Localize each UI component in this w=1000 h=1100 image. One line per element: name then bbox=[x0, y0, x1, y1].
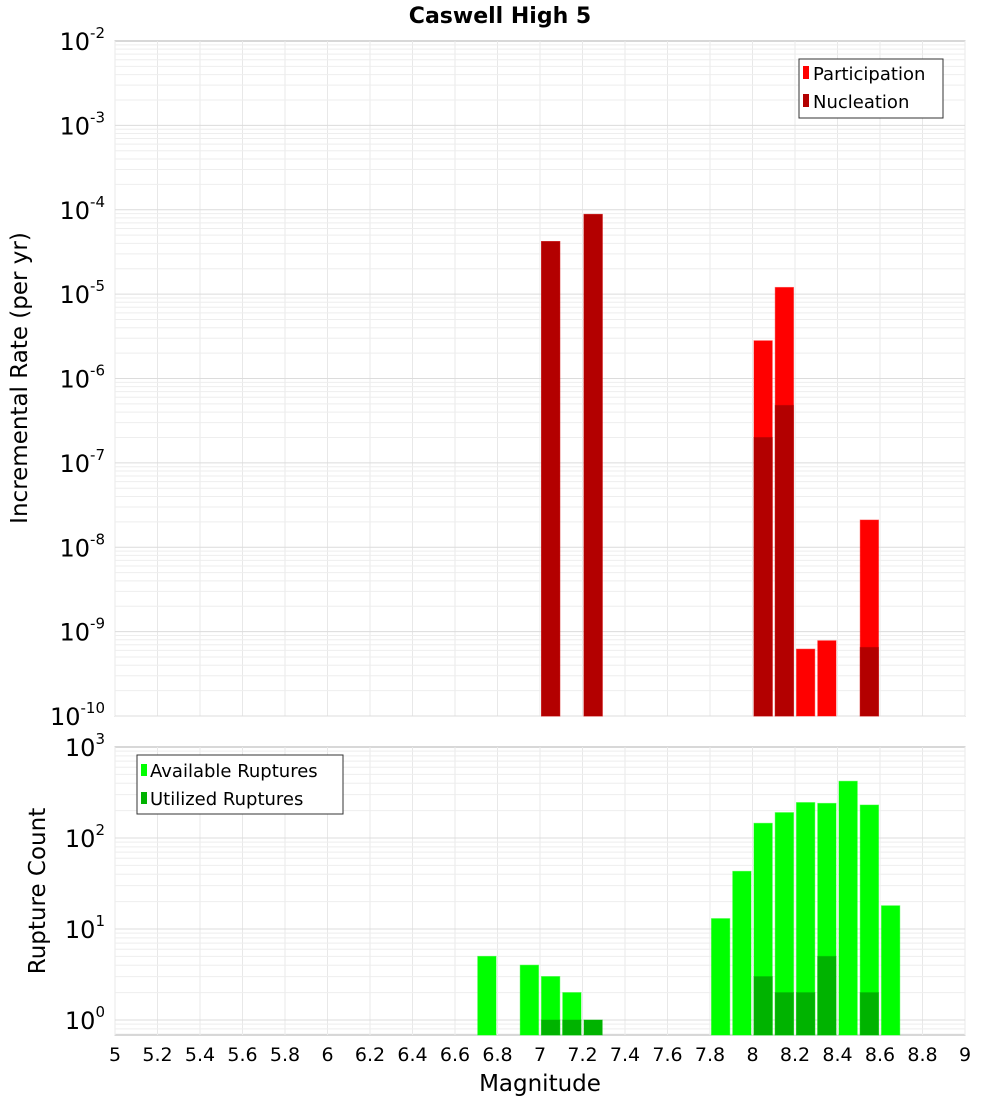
y-tick-label: 10-4 bbox=[59, 193, 105, 225]
x-tick-label: 7.8 bbox=[695, 1044, 725, 1066]
bar bbox=[753, 976, 773, 1036]
x-ticks: 5 5.2 5.4 5.6 5.8 6 6.2 6.4 6.6 6.8 7 7.2 7.4 7.6 7.8 8… bbox=[109, 1044, 971, 1066]
top-grid bbox=[114, 41, 966, 717]
legend-utilized: Utilized Ruptures bbox=[150, 789, 303, 810]
y-tick-label: 10-6 bbox=[59, 362, 105, 394]
x-tick-label: 6.6 bbox=[440, 1044, 470, 1066]
bar bbox=[796, 992, 816, 1036]
nucleation-swatch-icon bbox=[803, 94, 809, 107]
bar bbox=[583, 213, 603, 717]
y-tick-label: 10-9 bbox=[59, 615, 105, 647]
top-bars bbox=[541, 213, 879, 717]
x-tick-label: 8.4 bbox=[822, 1044, 852, 1066]
utilized-swatch-icon bbox=[141, 792, 147, 804]
bar bbox=[774, 992, 794, 1036]
x-tick-label: 5.2 bbox=[142, 1044, 172, 1066]
top-y-axis-label: Incremental Rate (per yr) bbox=[7, 232, 33, 524]
legend-available: Available Ruptures bbox=[150, 761, 318, 782]
available-swatch-icon bbox=[141, 764, 147, 776]
bar bbox=[732, 870, 752, 1036]
bar bbox=[562, 1019, 582, 1036]
top-y-ticks: 10-2 10-3 10-4 10-5 10-6 10-7 10-8 10-9 10-10 bbox=[50, 24, 105, 731]
x-tick-label: 5 bbox=[109, 1044, 121, 1066]
bar bbox=[774, 404, 794, 717]
bar bbox=[817, 640, 837, 717]
bottom-legend-box bbox=[136, 754, 344, 815]
bottom-y-axis-label: Rupture Count bbox=[25, 808, 51, 974]
x-tick-label: 7 bbox=[534, 1044, 546, 1066]
bottom-y-ticks: 103 102 101 100 bbox=[65, 730, 105, 1035]
participation-swatch-icon bbox=[803, 66, 809, 79]
x-tick-label: 5.8 bbox=[270, 1044, 300, 1066]
y-tick-label: 10-7 bbox=[59, 446, 105, 478]
x-tick-label: 5.6 bbox=[227, 1044, 257, 1066]
x-tick-label: 8 bbox=[746, 1044, 758, 1066]
bar bbox=[817, 955, 837, 1036]
bar bbox=[859, 992, 879, 1036]
y-tick-label: 10-2 bbox=[59, 24, 105, 56]
top-plot: 10-2 10-3 10-4 10-5 10-6 10-7 10-8 10-9 10-10 In… bbox=[7, 24, 966, 731]
bar bbox=[753, 436, 773, 717]
y-tick-label: 101 bbox=[65, 912, 105, 944]
y-tick-label: 103 bbox=[65, 730, 105, 762]
x-tick-label: 8.2 bbox=[780, 1044, 810, 1066]
bar bbox=[583, 1019, 603, 1036]
x-tick-label: 7.4 bbox=[610, 1044, 640, 1066]
x-tick-label: 6 bbox=[321, 1044, 333, 1066]
x-tick-label: 5.4 bbox=[185, 1044, 215, 1066]
x-tick-label: 6.2 bbox=[355, 1044, 385, 1066]
bar bbox=[881, 905, 901, 1036]
top-legend-box bbox=[798, 58, 944, 119]
top-legend: Participation Nucleation bbox=[798, 58, 944, 119]
bar bbox=[711, 918, 731, 1036]
x-tick-label: 7.2 bbox=[567, 1044, 597, 1066]
x-tick-label: 6.8 bbox=[482, 1044, 512, 1066]
x-tick-label: 6.4 bbox=[397, 1044, 427, 1066]
x-tick-label: 7.6 bbox=[652, 1044, 682, 1066]
x-axis-label: Magnitude bbox=[479, 1071, 601, 1097]
bar bbox=[859, 646, 879, 717]
x-tick-label: 9 bbox=[959, 1044, 971, 1066]
bar bbox=[541, 241, 561, 717]
bottom-bars bbox=[477, 780, 901, 1036]
x-tick-label: 8.6 bbox=[865, 1044, 895, 1066]
bar bbox=[519, 964, 539, 1036]
y-tick-label: 10-3 bbox=[59, 108, 105, 140]
bar bbox=[541, 1019, 561, 1036]
bottom-legend: Available Ruptures Utilized Ruptures bbox=[136, 754, 344, 815]
bar bbox=[477, 955, 497, 1036]
chart-title: Caswell High 5 bbox=[409, 4, 591, 29]
y-tick-label: 102 bbox=[65, 821, 105, 853]
y-tick-label: 10-8 bbox=[59, 530, 105, 562]
legend-nucleation: Nucleation bbox=[813, 92, 909, 113]
bar bbox=[838, 780, 858, 1036]
bottom-plot: 103 102 101 100 Rupture Count Available Rup… bbox=[25, 730, 966, 1036]
y-tick-label: 10-10 bbox=[50, 699, 105, 731]
y-tick-label: 10-5 bbox=[59, 277, 105, 309]
y-tick-label: 100 bbox=[65, 1003, 105, 1035]
bar bbox=[796, 648, 816, 717]
x-tick-label: 8.8 bbox=[907, 1044, 937, 1066]
legend-participation: Participation bbox=[813, 64, 925, 85]
